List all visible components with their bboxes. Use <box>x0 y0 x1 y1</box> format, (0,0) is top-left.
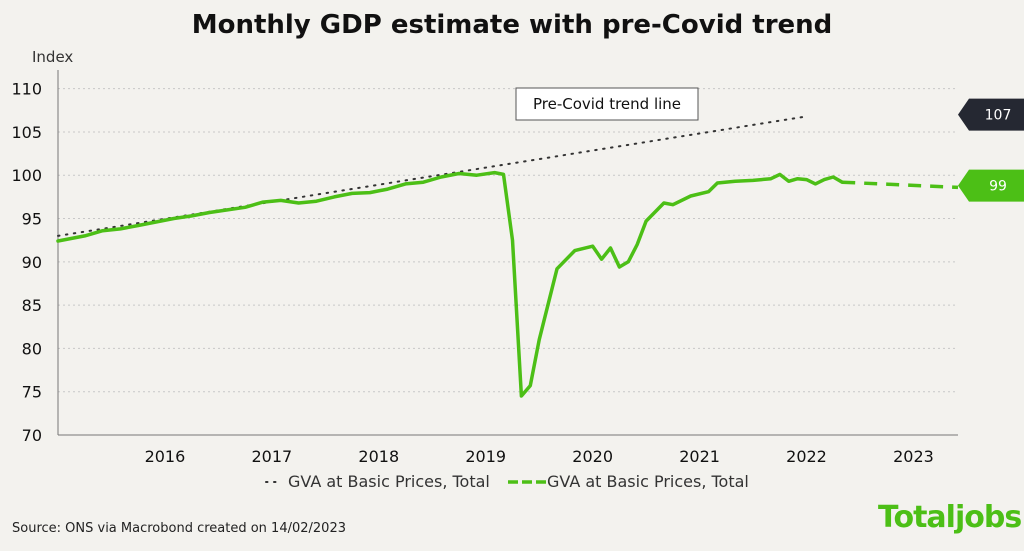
series-layer <box>56 115 959 398</box>
trend-annotation: Pre-Covid trend line <box>515 87 699 121</box>
x-tick-label: 2016 <box>145 447 186 466</box>
y-tick-label: 110 <box>11 80 42 99</box>
x-tick-label: 2023 <box>893 447 934 466</box>
trend-end-tag-label: 107 <box>985 108 1012 124</box>
x-tick-labels: 2016 2017 2018 2019 2020 2021 2022 2023 <box>145 447 934 466</box>
totaljobs-logo: Totaljobs <box>878 500 1022 535</box>
axes <box>57 70 958 436</box>
annotation-box <box>515 87 699 121</box>
y-tick-labels: 70 75 80 85 90 95 100 105 110 <box>11 80 42 445</box>
legend: GVA at Basic Prices, Total GVA at Basic P… <box>265 472 749 491</box>
y-tick-label: 85 <box>22 296 42 315</box>
x-tick-label: 2020 <box>572 447 613 466</box>
legend-label: GVA at Basic Prices, Total <box>547 472 749 491</box>
annotation-text: Pre-Covid trend line <box>533 95 681 113</box>
source-note: Source: ONS via Macrobond created on 14/… <box>12 521 346 536</box>
end-value-tags: 107 99 <box>958 98 1024 202</box>
x-tick-label: 2019 <box>465 447 506 466</box>
y-tick-label: 80 <box>22 339 42 358</box>
x-tick-label: 2017 <box>252 447 293 466</box>
y-tick-label: 100 <box>11 166 42 185</box>
y-tick-label: 70 <box>22 426 42 445</box>
chart-title: Monthly GDP estimate with pre-Covid tren… <box>191 10 833 40</box>
gridlines <box>58 88 958 393</box>
y-tick-label: 105 <box>11 123 42 142</box>
y-tick-label: 75 <box>22 383 42 402</box>
gdp-end-tag-label: 99 <box>989 179 1007 195</box>
y-tick-label: 90 <box>22 253 42 272</box>
x-tick-label: 2021 <box>679 447 720 466</box>
trend-end-tag-bg <box>958 98 1024 131</box>
x-tick-label: 2022 <box>786 447 827 466</box>
y-tick-label: 95 <box>22 210 42 229</box>
legend-label: GVA at Basic Prices, Total <box>288 472 490 491</box>
y-axis-label: Index <box>32 48 73 66</box>
series-line-dotted <box>57 115 808 237</box>
x-tick-label: 2018 <box>358 447 399 466</box>
gdp-end-tag-bg <box>958 169 1024 202</box>
series-line-solid <box>56 170 844 398</box>
series-line-dashed <box>842 180 959 190</box>
